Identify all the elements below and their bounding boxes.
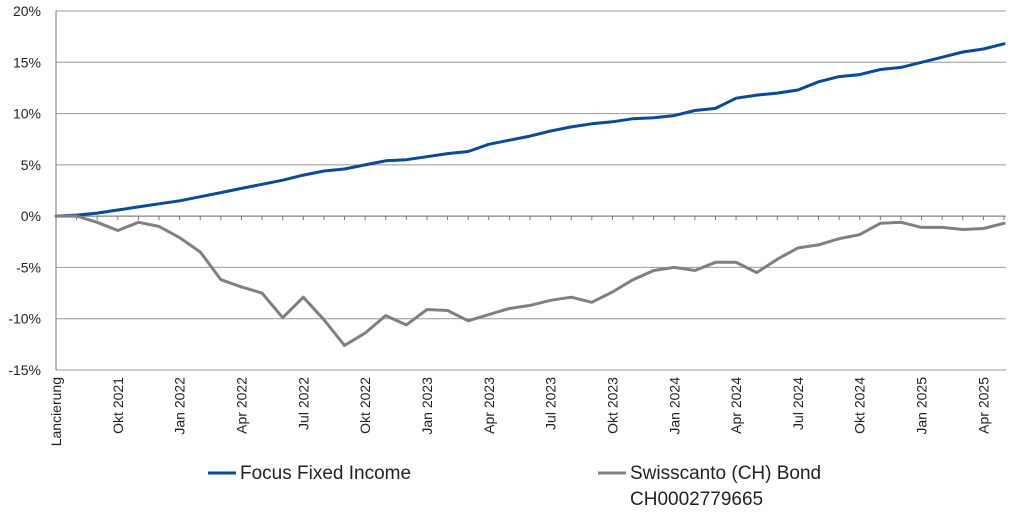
series-line-focus-fixed-income: [54, 42, 1006, 218]
legend-label-focus-fixed-income: Focus Fixed Income: [240, 463, 411, 484]
x-tick-label: Okt 2023: [604, 377, 620, 434]
x-tick-label: Okt 2021: [110, 377, 126, 434]
x-tick-label: Jan 2023: [419, 377, 435, 435]
x-tick-label: Jul 2024: [790, 377, 806, 430]
axes: [55, 11, 1006, 370]
x-tick-label: Okt 2022: [357, 377, 373, 434]
legend: Focus Fixed Income Swisscanto (CH) Bond CH…: [208, 463, 821, 510]
y-tick-label: 5%: [21, 157, 41, 173]
x-tick-label: Jan 2025: [914, 377, 930, 435]
y-tick-label: -5%: [16, 259, 41, 275]
legend-label-swisscanto-bond: CH0002779665: [630, 489, 763, 510]
x-tick-label: Apr 2023: [481, 377, 497, 434]
y-tick-label: -10%: [8, 311, 41, 327]
x-tick-label: Jan 2024: [666, 377, 682, 435]
y-tick-label: 15%: [13, 54, 41, 70]
series-line-swisscanto-bond: [54, 214, 1006, 347]
x-tick-label: Apr 2024: [728, 377, 744, 434]
y-tick-label: 0%: [21, 208, 41, 224]
x-tick-label: Jul 2023: [543, 377, 559, 430]
gridlines: [56, 10, 1006, 371]
x-axis-tick-labels: Lancierung Okt 2021 Jan 2022 Apr 2022 Jul 20…: [48, 377, 991, 446]
x-tick-label: Jan 2022: [172, 377, 188, 435]
y-tick-label: 20%: [13, 3, 41, 19]
y-axis-tick-labels: 20% 15% 10% 5% 0% -5% -10% -15%: [8, 3, 41, 378]
legend-label-swisscanto-bond: Swisscanto (CH) Bond: [630, 463, 821, 484]
y-tick-label: 10%: [13, 106, 41, 122]
series-lines: [54, 42, 1006, 347]
x-tick-label: Okt 2024: [852, 377, 868, 434]
x-tick-label: Jul 2022: [295, 377, 311, 430]
x-tick-label: Apr 2025: [975, 377, 991, 434]
x-tick-label: Apr 2022: [233, 377, 249, 434]
x-tick-label: Lancierung: [48, 377, 64, 446]
y-tick-label: -15%: [8, 362, 41, 378]
